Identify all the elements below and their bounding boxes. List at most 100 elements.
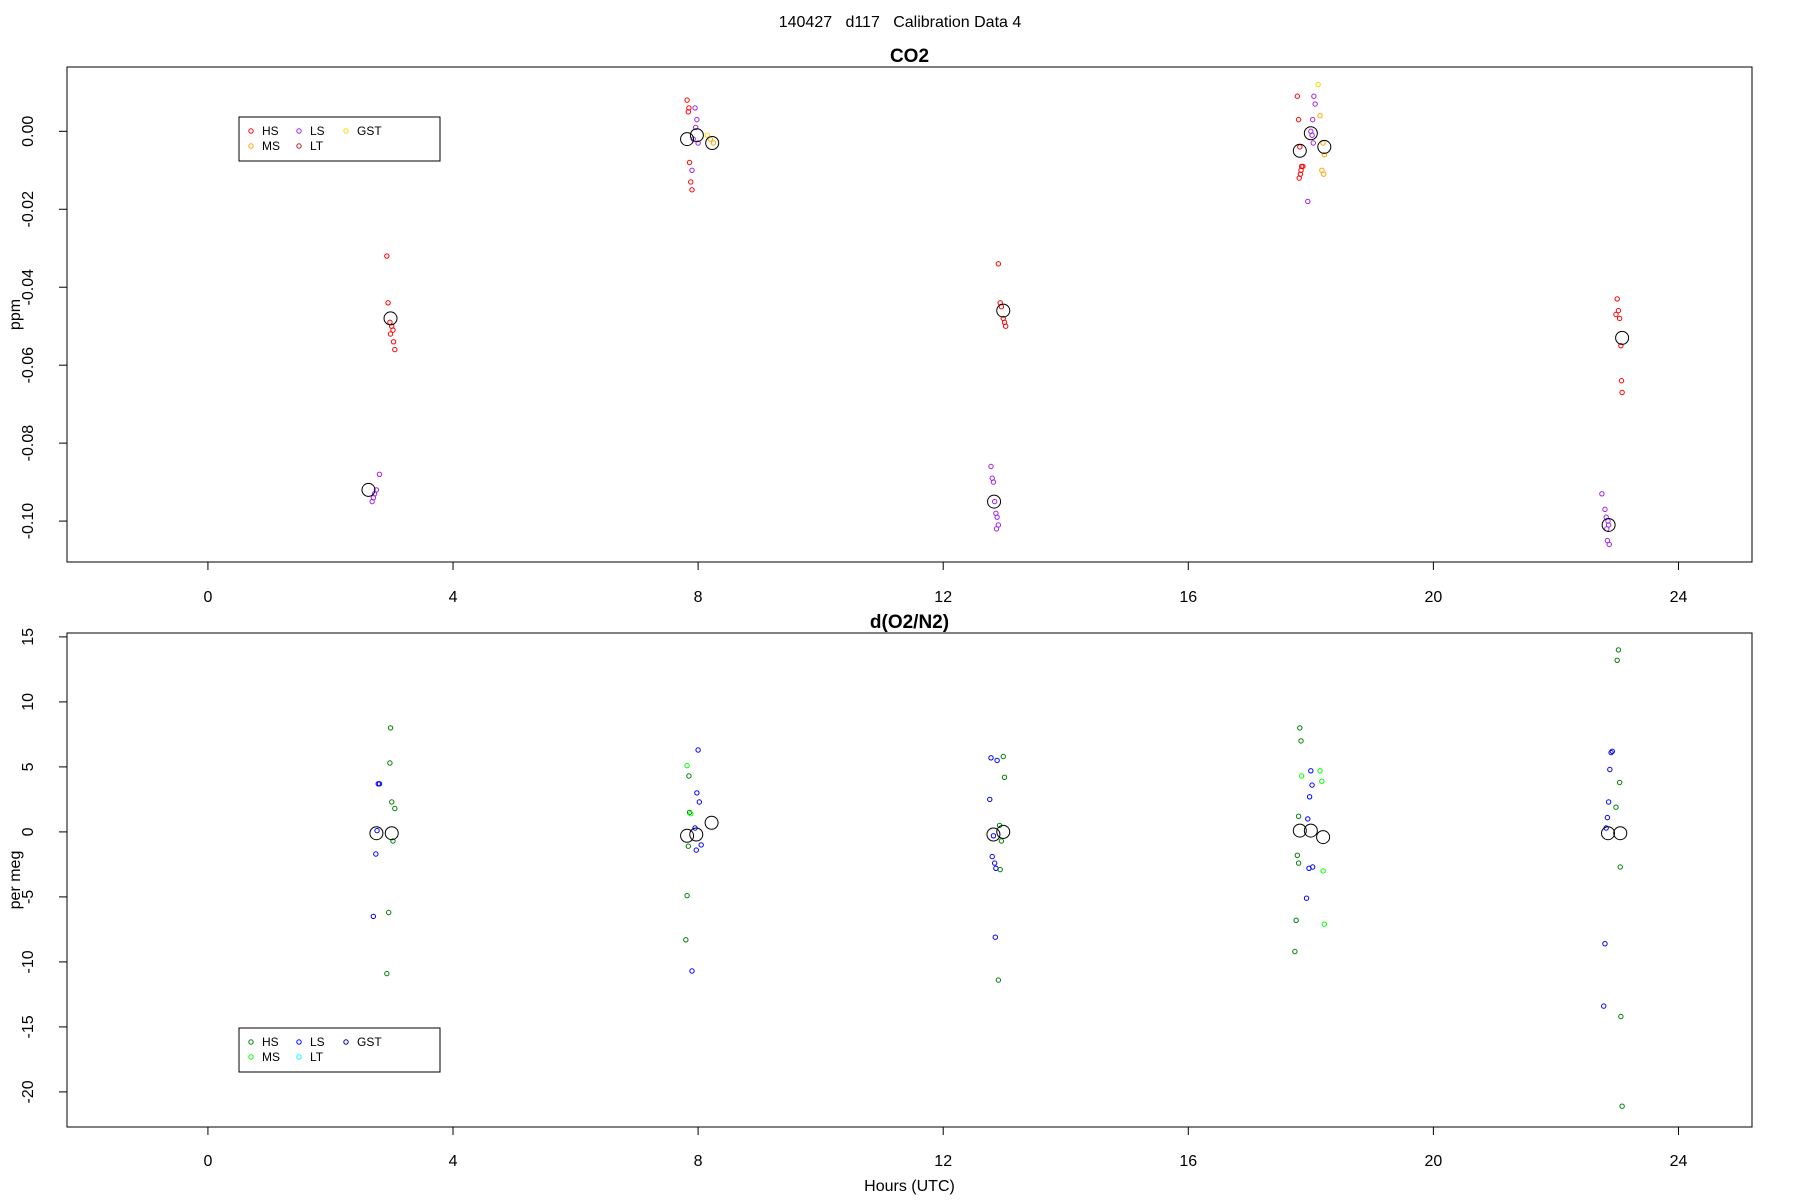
data-point (990, 833, 997, 839)
data-point (1295, 116, 1302, 123)
mean-point (680, 132, 695, 147)
data-point (1310, 140, 1316, 146)
mean-point (987, 494, 1002, 509)
mean-point (361, 482, 376, 497)
data-point (1296, 175, 1302, 181)
data-point (384, 970, 390, 977)
data-point (370, 913, 377, 920)
y-tick-label: -10 (20, 950, 37, 973)
data-point (1615, 307, 1622, 314)
data-point (698, 842, 704, 848)
data-point (684, 892, 690, 899)
data-point (385, 300, 391, 306)
legend-marker (296, 1039, 302, 1045)
data-point (1609, 748, 1615, 754)
data-point (684, 762, 690, 769)
mean-point (1601, 826, 1616, 841)
data-point (1608, 749, 1614, 756)
data-point (392, 346, 398, 353)
data-point (1309, 116, 1316, 123)
data-point (1606, 541, 1612, 548)
data-point (694, 790, 700, 796)
mean-point (689, 827, 704, 842)
data-point (1613, 311, 1619, 318)
series-ls (369, 93, 1612, 548)
data-point (1305, 816, 1311, 822)
data-point (1607, 766, 1613, 773)
data-point (1617, 864, 1623, 870)
data-point (1297, 725, 1303, 731)
data-point (685, 109, 692, 115)
mean-point (1292, 823, 1307, 838)
data-point (390, 327, 396, 333)
data-point (387, 331, 394, 337)
data-point (1312, 101, 1318, 107)
x-tick-label: 8 (694, 589, 703, 606)
data-point (1309, 782, 1315, 788)
data-point (1619, 389, 1625, 396)
data-point (1618, 378, 1625, 384)
x-tick-label: 4 (449, 1153, 458, 1170)
data-point (1303, 895, 1310, 901)
data-point (1305, 198, 1311, 205)
data-point (1294, 852, 1301, 858)
data-point (998, 838, 1005, 844)
data-point (1321, 921, 1328, 927)
data-point (1295, 860, 1302, 866)
data-point (376, 471, 383, 478)
data-point (694, 116, 700, 123)
data-point (994, 757, 1000, 764)
figure-title: 140427 d117 Calibration Data 4 (779, 14, 1022, 31)
data-point (995, 977, 1002, 983)
data-point (1601, 1003, 1607, 1009)
y-tick-label: -0.10 (20, 503, 37, 540)
data-point (1618, 1013, 1624, 1020)
mean-point (383, 311, 398, 326)
data-point (376, 781, 383, 787)
data-point (390, 838, 396, 844)
data-point (1002, 323, 1009, 329)
data-point (1315, 81, 1321, 88)
x-tick-label: 24 (1670, 1153, 1688, 1170)
legend-label: LS (310, 124, 325, 138)
data-point (369, 498, 375, 505)
data-point (710, 140, 717, 146)
x-tick-label: 0 (203, 589, 212, 606)
data-point (1616, 315, 1623, 322)
legend-label: MS (262, 139, 280, 153)
series-ms (684, 762, 1328, 927)
data-point (688, 179, 694, 185)
data-point (1615, 647, 1622, 653)
data-point (1001, 774, 1008, 780)
legend-label: HS (262, 124, 279, 138)
data-point (1309, 864, 1316, 870)
mean-point (704, 815, 719, 830)
y-tick-label: 5 (20, 762, 37, 771)
legend-label: MS (262, 1050, 280, 1064)
legend-marker (296, 1054, 302, 1060)
data-point (1000, 753, 1006, 760)
data-point (997, 866, 1003, 873)
data-point (1321, 151, 1328, 158)
legend-box (238, 116, 441, 162)
data-point (704, 132, 710, 138)
y-tick-label: -20 (20, 1080, 37, 1103)
x-tick-label: 20 (1424, 589, 1442, 606)
legend-marker (296, 143, 302, 149)
x-tick-label: 12 (934, 1153, 952, 1170)
x-axis-label: Hours (UTC) (864, 1178, 955, 1195)
x-tick-label: 4 (449, 589, 458, 606)
data-point (1308, 768, 1314, 774)
data-point (988, 463, 994, 470)
mean-point (705, 136, 720, 151)
legend-label: HS (262, 1035, 279, 1049)
legend-label: LS (310, 1035, 325, 1049)
data-point (373, 851, 379, 857)
y-tick-label: 0.00 (20, 116, 37, 147)
co2-panel: CO2 0 4 8 12 16 20 24 0.00 -0.02 -0.04 -0.06 -0.08 -0… (7, 46, 1753, 606)
data-point (995, 261, 1002, 267)
legend-label: LT (310, 139, 324, 153)
y-tick-label: 10 (20, 693, 37, 711)
legend-label: LT (310, 1050, 324, 1064)
